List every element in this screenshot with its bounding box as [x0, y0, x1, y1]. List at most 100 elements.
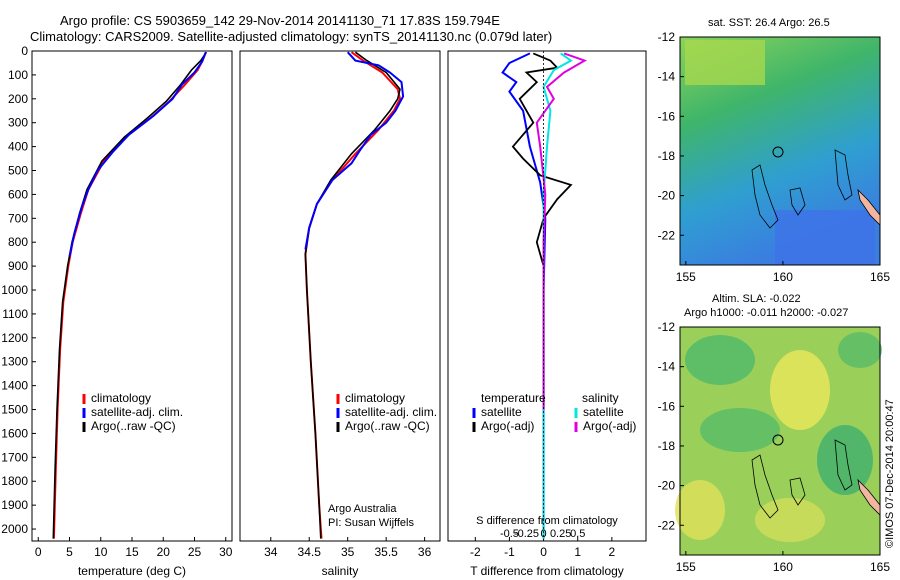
x-tick-label: 35 — [341, 545, 355, 559]
x2-tick-label: -0.25 — [514, 528, 539, 540]
legend-label: Argo(..raw -QC) — [91, 419, 176, 433]
series-line-satellite — [304, 51, 401, 539]
sla-reef-outline-3 — [834, 439, 853, 491]
x-tick-label: 2 — [609, 545, 616, 559]
legend-label: satellite-adj. clim. — [345, 405, 437, 419]
map-x-tick-label: 155 — [676, 270, 696, 284]
sla-blob-1 — [685, 335, 755, 385]
x2-tick-label: -0.5 — [500, 528, 519, 540]
x-tick-label: 34 — [264, 545, 278, 559]
x-tick-label: 10 — [94, 545, 108, 559]
map-y-tick-label: -22 — [658, 518, 676, 532]
y-tick-label: 1300 — [1, 355, 28, 369]
y-tick-label: 2000 — [1, 522, 28, 536]
map-y-tick-label: -22 — [658, 228, 676, 242]
map-y-tick-label: -14 — [658, 360, 676, 374]
y-tick-label: 300 — [8, 116, 28, 130]
legend-label: satellite — [583, 405, 624, 419]
series-line-t-argo — [511, 52, 573, 267]
x-tick-label: -2 — [470, 545, 481, 559]
legend-title-salinity: salinity — [582, 391, 619, 405]
sla-map-title-2: Argo h1000: -0.011 h2000: -0.027 — [684, 307, 848, 319]
series-line-argo — [68, 51, 207, 257]
x-axis-label: salinity — [322, 564, 359, 578]
legend-label: climatology — [345, 391, 405, 405]
watermark: ©IMOS 07-Dec-2014 20:00:47 — [884, 399, 896, 548]
y-tick-label: 0 — [21, 44, 28, 58]
difference-plot: -2 -1 0 1 2 T difference from climatology -0.5… — [470, 51, 636, 578]
map-y-tick-label: -18 — [658, 439, 676, 453]
sla-blob-3 — [700, 408, 780, 452]
sst-map-axes: 155 160 165 -12 -14 -16 -18 -20 -22 — [658, 30, 891, 284]
x-tick-label: 5 — [66, 545, 73, 559]
sst-reef-outline-2 — [789, 187, 806, 216]
series-line-argo — [304, 51, 405, 250]
y-tick-label: 1800 — [1, 474, 28, 488]
y-tick-label: 800 — [8, 235, 28, 249]
salinity-plot: 34 34.5 35 35.5 36 salinity Argo Australia PI: … — [264, 51, 437, 578]
x-axis-label: T difference from climatology — [470, 564, 624, 578]
sla-map-axes: 155 160 165 -12 -14 -16 -18 -20 -22 — [658, 320, 891, 574]
map-y-tick-label: -14 — [658, 70, 676, 84]
x-tick-label: 25 — [188, 545, 202, 559]
x-tick-label: 30 — [219, 545, 233, 559]
y-tick-label: 600 — [8, 187, 28, 201]
x2-tick-label: 0.5 — [570, 528, 585, 540]
sst-coast — [857, 188, 881, 226]
y-tick-label: 500 — [8, 164, 28, 178]
sst-patch-yellow — [685, 40, 765, 85]
salinity-panel-frame — [239, 50, 441, 542]
legend-label: Argo(-adj) — [583, 419, 636, 433]
legend-label: Argo(..raw -QC) — [345, 419, 430, 433]
sla-blob-7 — [838, 332, 882, 368]
title-line-2: Climatology: CARS2009. Satellite-adjuste… — [30, 29, 553, 44]
map-x-tick-label: 160 — [773, 270, 793, 284]
y-tick-label: 200 — [8, 92, 28, 106]
x-tick-label: 0 — [35, 545, 42, 559]
y-tick-label: 1900 — [1, 498, 28, 512]
annotation-text: Argo Australia — [328, 503, 397, 515]
y-tick-label: 1200 — [1, 331, 28, 345]
temperature-plot: 0100200300400500600700800900100011001200… — [1, 44, 232, 578]
sla-reef-outline-1 — [751, 454, 779, 519]
sla-map-title-1: Altim. SLA: -0.022 — [712, 293, 801, 305]
sla-map-frame — [679, 326, 881, 556]
sla-coast — [857, 478, 881, 516]
x-tick-label: 1 — [574, 545, 581, 559]
y-tick-label: 100 — [8, 68, 28, 82]
series-line-s-argo — [535, 52, 587, 410]
sst-map-title: sat. SST: 26.4 Argo: 26.5 — [708, 17, 830, 29]
map-y-tick-label: -20 — [658, 479, 676, 493]
sla-blob-4 — [817, 425, 873, 495]
legend-label: Argo(-adj) — [481, 419, 534, 433]
map-y-tick-label: -18 — [658, 149, 676, 163]
x-tick-label: 0 — [540, 545, 547, 559]
legend-label: satellite — [481, 405, 522, 419]
sla-argo-marker — [772, 434, 784, 446]
x-tick-label: 20 — [157, 545, 171, 559]
map-x-tick-label: 165 — [870, 270, 890, 284]
sst-map: sat. SST: 26.4 Argo: 26.5 155 160 165 -12 -1… — [658, 17, 891, 284]
map-x-tick-label: 165 — [870, 560, 890, 574]
sla-blob-5 — [675, 480, 725, 540]
x-tick-label: 34.5 — [298, 545, 322, 559]
y-tick-label: 400 — [8, 140, 28, 154]
sst-reef-outline-1 — [751, 164, 779, 229]
sla-map: Altim. SLA: -0.022 Argo h1000: -0.011 h2… — [658, 293, 891, 574]
y-tick-label: 1000 — [1, 283, 28, 297]
y-tick-label: 1400 — [1, 379, 28, 393]
sla-reef-outline-2 — [789, 477, 806, 506]
y-tick-label: 900 — [8, 259, 28, 273]
sst-reef-outline-3 — [834, 149, 853, 201]
map-y-tick-label: -16 — [658, 109, 676, 123]
y-tick-label: 1500 — [1, 403, 28, 417]
difference-panel-frame — [447, 50, 647, 542]
map-y-tick-label: -16 — [658, 399, 676, 413]
annotation-text: PI: Susan Wijffels — [328, 517, 414, 529]
map-y-tick-label: -20 — [658, 189, 676, 203]
map-y-tick-label: -12 — [658, 320, 676, 334]
x-tick-label: -1 — [504, 545, 515, 559]
x2-tick-label: 0.25 — [550, 528, 571, 540]
y-tick-label: 700 — [8, 211, 28, 225]
